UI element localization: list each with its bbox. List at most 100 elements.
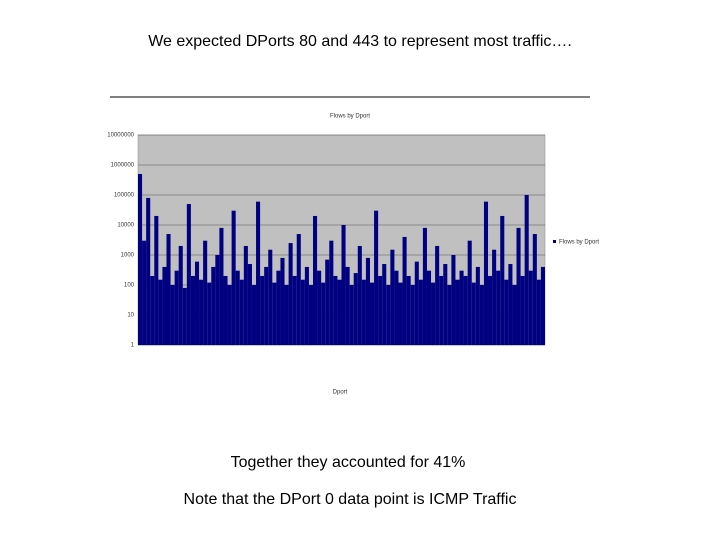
bar (264, 266, 269, 345)
bar (239, 279, 244, 345)
bar (488, 275, 493, 345)
bar (333, 275, 338, 345)
bar (243, 245, 248, 345)
x-axis-label: Dport (333, 390, 348, 396)
bar (138, 174, 143, 345)
bar (166, 234, 171, 345)
bar (402, 236, 407, 345)
bar (150, 275, 155, 345)
bar (272, 282, 277, 345)
bar (512, 285, 517, 345)
bar (463, 275, 468, 345)
bar (337, 279, 342, 345)
chart-title: Flows by Dport (330, 114, 370, 120)
bar (284, 285, 289, 345)
bar (431, 282, 436, 345)
bar (288, 243, 293, 345)
bar (146, 197, 151, 345)
bar (410, 285, 415, 345)
bar (174, 270, 179, 345)
bar (211, 266, 216, 345)
y-tick-label: 1000 (121, 253, 135, 259)
bar (199, 279, 204, 345)
bar (329, 240, 334, 345)
bar (471, 282, 476, 345)
bar (369, 282, 375, 345)
bar (182, 287, 187, 345)
bar (349, 285, 354, 345)
bar (223, 275, 228, 345)
y-tick-label: 100 (124, 283, 135, 289)
y-tick-label: 100000 (114, 193, 135, 199)
bar (321, 282, 326, 345)
y-tick-label: 10000 (117, 223, 134, 229)
bar (256, 201, 261, 345)
bar (247, 264, 252, 345)
y-tick-label: 10 (127, 313, 134, 319)
bar (435, 245, 440, 345)
bar (459, 270, 464, 345)
bar (292, 275, 297, 345)
bar (483, 201, 489, 345)
bar (508, 264, 513, 345)
bar (451, 255, 456, 345)
bar (317, 270, 322, 345)
bar (390, 249, 395, 345)
bar (382, 264, 387, 345)
bar (276, 270, 281, 345)
bar (235, 270, 240, 345)
bar (479, 285, 484, 345)
slide-title: We expected DPorts 80 and 443 to represe… (148, 33, 572, 50)
bar (492, 249, 497, 345)
bar (447, 285, 452, 345)
bar (227, 285, 232, 345)
bar (325, 259, 330, 345)
bar (178, 245, 183, 345)
bar (162, 266, 167, 345)
bar (231, 210, 236, 345)
bar (186, 204, 191, 345)
bar (215, 255, 220, 345)
bar (496, 270, 501, 345)
bar (296, 234, 301, 345)
bar (524, 195, 529, 345)
bar (361, 279, 366, 345)
bar (268, 249, 273, 345)
bar (357, 245, 362, 345)
bar (353, 273, 358, 345)
bar (475, 266, 480, 345)
bar (260, 275, 265, 345)
bar (300, 279, 305, 345)
bar (190, 275, 195, 345)
bar (536, 279, 541, 345)
bar (219, 227, 224, 345)
y-tick-label: 1 (131, 343, 135, 349)
bar (532, 234, 537, 345)
bar (528, 270, 533, 345)
bar (406, 275, 411, 345)
bar (500, 215, 505, 345)
bar (504, 279, 509, 345)
bar (158, 279, 163, 345)
bar (443, 264, 448, 345)
bar (207, 282, 212, 345)
bar (516, 227, 521, 345)
bar (280, 257, 285, 345)
bar (540, 266, 545, 345)
legend-marker (553, 240, 556, 243)
bar (378, 275, 383, 345)
bar (467, 240, 472, 345)
bar (170, 285, 175, 345)
y-tick-label: 1000000 (111, 163, 135, 169)
bar (374, 210, 379, 345)
bar (341, 225, 346, 345)
bar (365, 257, 370, 345)
bar (304, 266, 309, 345)
bar (439, 275, 444, 345)
bar (313, 215, 318, 345)
bar (520, 275, 525, 345)
note: Note that the DPort 0 data point is ICMP… (184, 491, 517, 508)
note: Together they accounted for 41% (231, 454, 466, 471)
bar (455, 279, 460, 345)
